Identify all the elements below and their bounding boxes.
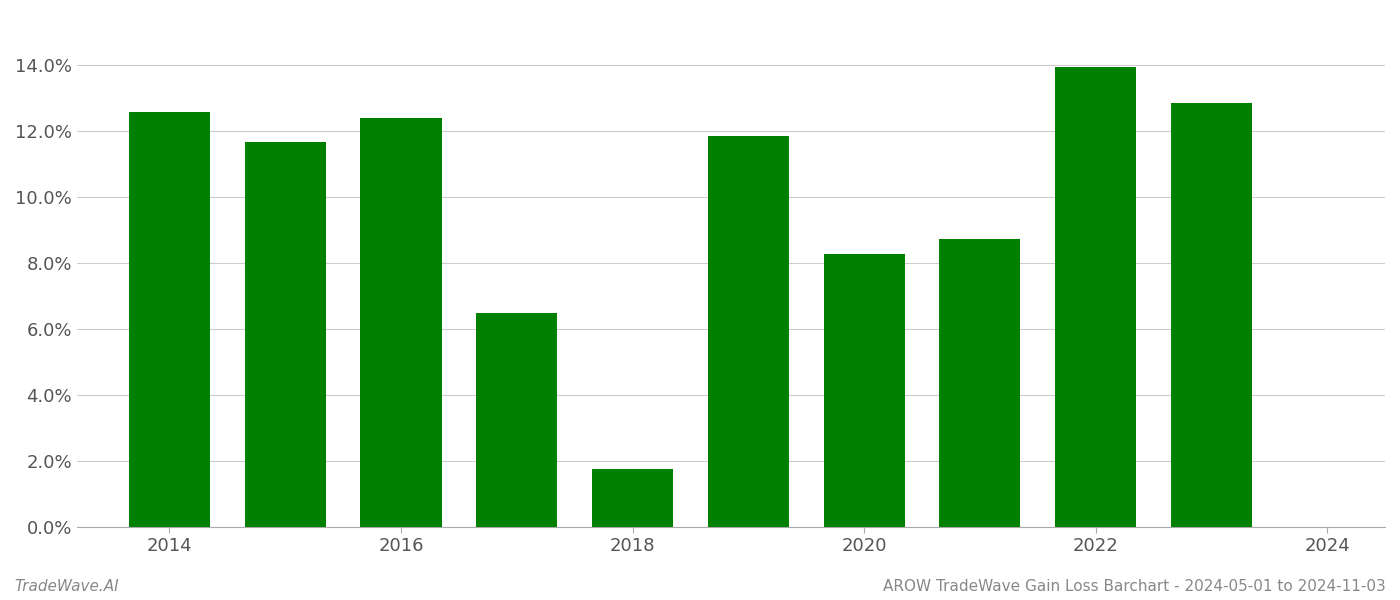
Text: AROW TradeWave Gain Loss Barchart - 2024-05-01 to 2024-11-03: AROW TradeWave Gain Loss Barchart - 2024… bbox=[883, 579, 1386, 594]
Bar bbox=[592, 469, 673, 527]
Bar bbox=[245, 142, 326, 527]
Bar bbox=[708, 136, 788, 527]
Bar bbox=[1170, 103, 1252, 527]
Text: TradeWave.AI: TradeWave.AI bbox=[14, 579, 119, 594]
Bar bbox=[360, 118, 441, 527]
Bar bbox=[1056, 67, 1137, 527]
Bar bbox=[823, 254, 904, 527]
Bar bbox=[939, 239, 1021, 527]
Bar bbox=[476, 313, 557, 527]
Bar bbox=[129, 112, 210, 527]
